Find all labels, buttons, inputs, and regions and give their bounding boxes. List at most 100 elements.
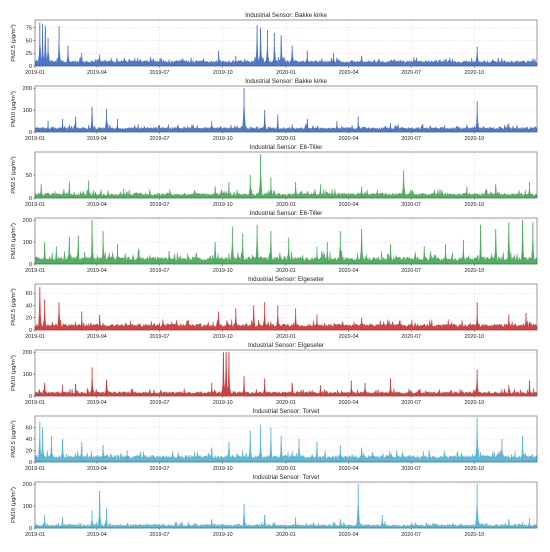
y-tick-label: 0 (29, 460, 32, 466)
x-tick-label: 2020-04 (339, 202, 359, 208)
panel-4: Industrial Sensor: E6-Tiller 0 100 200 2019-… (9, 210, 538, 274)
series-area (34, 352, 538, 397)
x-tick-label: 2020-07 (401, 136, 421, 142)
x-tick-label: 2019-04 (87, 334, 107, 340)
x-tick-label: 2019-10 (213, 268, 233, 274)
y-axis-label: PM10 (μg/m3) (9, 91, 18, 127)
x-tick-label: 2019-10 (213, 400, 233, 406)
y-axis-label-end: ) (11, 288, 17, 290)
y-axis-label-end: ) (11, 156, 17, 158)
x-tick-label: 2020-10 (465, 70, 485, 76)
x-tick-label: 2020-01 (276, 202, 296, 208)
x-tick-label: 2020-07 (401, 70, 421, 76)
y-tick-label: 0 (29, 526, 32, 532)
y-axis-label-main: PM10 (μg/m (11, 359, 17, 391)
y-tick-label: 100 (23, 372, 32, 378)
panel-title: Industrial Sensor: E6-Tiller (250, 144, 323, 151)
y-axis-label-main: PM2.5 (μg/m (11, 424, 17, 457)
panel-title: Industrial Sensor: E6-Tiller (250, 210, 323, 217)
y-axis-label-end: ) (11, 91, 17, 93)
y-axis-label-sup: 3 (9, 224, 14, 227)
x-tick-label: 2020-01 (276, 268, 296, 274)
panel-8: Industrial Sensor: Torvet 0 100 200 2019-01 2… (9, 474, 538, 538)
y-axis-label-end: ) (11, 223, 17, 225)
x-tick-label: 2020-04 (339, 400, 359, 406)
y-tick-label: 50 (26, 173, 32, 179)
x-tick-label: 2019-10 (213, 70, 233, 76)
x-tick-label: 2020-04 (339, 136, 359, 142)
x-tick-label: 2019-07 (150, 334, 170, 340)
x-tick-label: 2019-10 (213, 532, 233, 538)
x-tick-label: 2020-07 (401, 268, 421, 274)
x-tick-label: 2019-01 (25, 268, 45, 274)
x-tick-label: 2020-10 (465, 202, 485, 208)
x-tick-label: 2019-01 (25, 400, 45, 406)
panel-2: Industrial Sensor: Bakke kirke 0 100 200 201… (9, 78, 538, 142)
x-tick-label: 2020-10 (465, 532, 485, 538)
x-tick-label: 2019-04 (87, 400, 107, 406)
series-area (34, 221, 538, 265)
x-tick-label: 2019-01 (25, 532, 45, 538)
x-tick-label: 2019-01 (25, 70, 45, 76)
x-tick-label: 2020-10 (465, 466, 485, 472)
y-axis-label-main: PM2.5 (μg/m (11, 28, 17, 61)
panel-6: Industrial Sensor: Elgeseter 0 100 200 2019-… (9, 342, 538, 406)
x-tick-label: 2019-07 (150, 400, 170, 406)
y-axis-label: PM2.5 (μg/m3) (9, 420, 18, 458)
panel-title: Industrial Sensor: Bakke kirke (245, 12, 327, 19)
x-tick-label: 2019-01 (25, 466, 45, 472)
x-tick-label: 2019-07 (150, 202, 170, 208)
panel-title: Industrial Sensor: Torvet (253, 408, 320, 415)
x-tick-label: 2020-04 (339, 532, 359, 538)
series-area (34, 170, 538, 199)
y-axis-label-sup: 3 (9, 356, 14, 359)
y-axis-label-end: ) (11, 487, 17, 489)
x-tick-label: 2019-07 (150, 466, 170, 472)
panel-title: Industrial Sensor: Elgeseter (248, 276, 324, 283)
x-tick-label: 2019-04 (87, 532, 107, 538)
y-axis-label-sup: 3 (9, 421, 14, 424)
y-axis-label-end: ) (11, 24, 17, 26)
x-tick-label: 2020-01 (276, 532, 296, 538)
y-tick-label: 25 (26, 51, 32, 57)
x-tick-label: 2020-01 (276, 334, 296, 340)
x-tick-label: 2019-01 (25, 136, 45, 142)
y-tick-label: 40 (26, 437, 32, 443)
y-tick-label: 200 (23, 482, 32, 488)
series-area (34, 427, 538, 463)
series-area (34, 101, 538, 133)
x-tick-label: 2020-04 (339, 70, 359, 76)
y-axis-label-main: PM10 (μg/m (11, 95, 17, 127)
y-axis-label-sup: 3 (9, 488, 14, 491)
y-axis-label: PM10 (μg/m3) (9, 223, 18, 259)
y-tick-label: 0 (29, 394, 32, 400)
y-tick-label: 75 (26, 26, 32, 32)
x-tick-label: 2019-04 (87, 70, 107, 76)
y-axis-label-main: PM10 (μg/m (11, 491, 17, 523)
x-tick-label: 2020-07 (401, 202, 421, 208)
x-tick-label: 2020-04 (339, 466, 359, 472)
x-tick-label: 2019-10 (213, 136, 233, 142)
panel-1: Industrial Sensor: Bakke kirke 0 25 50 75 201… (9, 12, 538, 76)
x-tick-label: 2020-01 (276, 136, 296, 142)
y-axis-label: PM10 (μg/m3) (9, 487, 18, 523)
y-tick-label: 0 (29, 196, 32, 202)
x-tick-label: 2020-01 (276, 400, 296, 406)
y-axis-label: PM2.5 (μg/m3) (9, 288, 18, 326)
series-area (34, 490, 538, 529)
y-tick-label: 60 (26, 291, 32, 297)
y-tick-label: 0 (29, 262, 32, 268)
x-tick-label: 2020-04 (339, 334, 359, 340)
x-tick-label: 2020-01 (276, 466, 296, 472)
y-axis-label-main: PM2.5 (μg/m (11, 160, 17, 193)
x-tick-label: 2019-10 (213, 202, 233, 208)
x-tick-label: 2020-04 (339, 268, 359, 274)
x-tick-label: 2019-07 (150, 532, 170, 538)
y-tick-label: 200 (23, 218, 32, 224)
y-tick-label: 100 (23, 108, 32, 114)
y-axis-label-main: PM10 (μg/m (11, 227, 17, 259)
y-axis-label-sup: 3 (9, 289, 14, 292)
y-tick-label: 100 (23, 240, 32, 246)
